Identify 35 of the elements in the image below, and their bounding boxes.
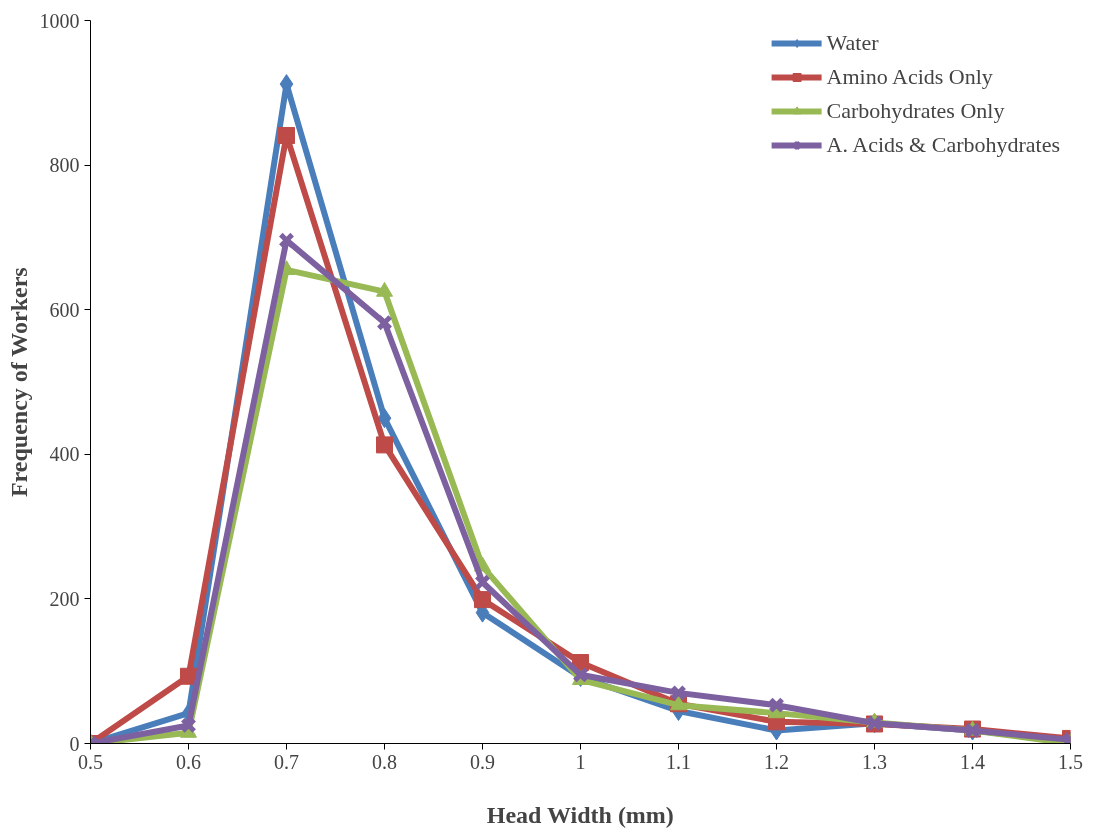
- y-tick-label: 1000: [39, 9, 80, 32]
- point: [376, 436, 393, 454]
- point: [278, 232, 295, 249]
- y-tick-label: 200: [49, 587, 80, 610]
- x-tick-label: 1.2: [764, 750, 789, 773]
- point: [572, 666, 589, 683]
- x-tick-label: 1.5: [1058, 750, 1083, 773]
- x-tick-label: 0.5: [78, 750, 103, 773]
- point: [474, 574, 491, 591]
- point: [180, 667, 197, 685]
- x-tick-label: 0.7: [274, 750, 299, 773]
- x-tick-label: 1.3: [862, 750, 887, 773]
- legend-label: Amino Acids Only: [826, 64, 993, 90]
- x-tick-label: 0.8: [372, 750, 397, 773]
- legend-label: A. Acids & Carbohydrates: [826, 132, 1060, 158]
- legend-label: Carbohydrates Only: [826, 98, 1005, 124]
- point: [768, 697, 785, 714]
- y-tick-label: 0: [69, 732, 80, 755]
- x-axis-title: Head Width (mm): [486, 801, 674, 828]
- y-tick-label: 600: [49, 298, 80, 321]
- point: [278, 126, 295, 144]
- y-tick-label: 400: [49, 443, 80, 466]
- point: [377, 408, 392, 429]
- point: [474, 591, 491, 609]
- y-tick-label: 800: [49, 154, 80, 177]
- y-axis-title: Frequency of Workers: [5, 267, 32, 498]
- x-tick-label: 1.4: [960, 750, 985, 773]
- x-tick-label: 0.9: [470, 750, 495, 773]
- legend-label: Water: [826, 30, 879, 56]
- x-tick-label: 0.6: [176, 750, 201, 773]
- point: [670, 684, 687, 702]
- point: [180, 717, 197, 734]
- x-tick-label: 1.1: [666, 750, 691, 773]
- point: [376, 314, 393, 331]
- x-tick-label: 1: [575, 750, 586, 773]
